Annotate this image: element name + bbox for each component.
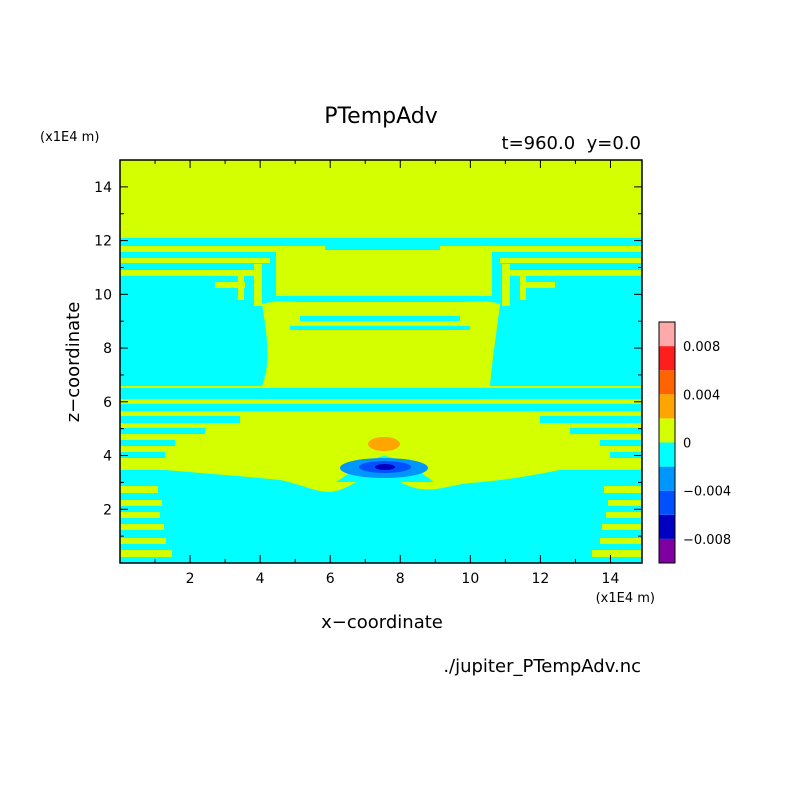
y-tick-label: 14 [94,180,112,196]
x-tick-label: 12 [531,571,549,587]
colorbar-tick-label: 0 [683,437,691,452]
x-axis-title: x−coordinate [321,612,443,633]
colorbar-tick-label: 0.008 [683,340,720,355]
contour-region [440,246,642,252]
contour-region [520,276,526,300]
colorbar-tick-label: −0.008 [683,533,731,548]
colorbar-tick-label: 0.004 [683,388,720,403]
y-tick-label: 12 [94,234,112,250]
contour-region [500,258,642,263]
contour-region [368,437,400,451]
source-filename: ./jupiter_PTempAdv.nc [443,656,641,677]
contour-region [120,486,158,493]
contour-region [540,416,642,423]
contour-region [276,250,492,296]
contour-region [120,258,270,263]
colorbar: 0.008 0.004 0 −0.004 −0.008 [658,321,731,564]
y-tick-label: 2 [103,502,112,518]
colorbar-swatch [659,346,675,371]
contour-region [300,316,460,321]
contour-region [602,524,642,530]
contour-region [610,452,642,458]
contour-region [238,276,244,300]
colorbar-frame [658,321,676,564]
colorbar-swatch [659,538,675,563]
contour-region [510,270,642,276]
contour-region [120,246,325,252]
y-tick-label: 10 [94,287,112,303]
contour-region [570,428,642,434]
x-tick-label: 4 [256,571,265,587]
contour-region [120,416,240,423]
y-tick-label: 8 [103,341,112,357]
contour-region [120,440,175,446]
x-tick-label: 6 [326,571,335,587]
x-tick-label: 14 [602,571,620,587]
y-tick-label: 4 [103,449,112,465]
contour-region [120,538,166,544]
y-tick-label: 6 [103,395,112,411]
x-tick-label: 10 [461,571,479,587]
chart-subtitle: t=960.0 y=0.0 [502,133,641,154]
colorbar-swatch [659,442,675,467]
contour-region [375,464,395,470]
x-tick-label: 2 [186,571,195,587]
contour-region [120,500,162,506]
contour-region [600,538,642,544]
colorbar-swatch [659,418,675,443]
colorbar-swatch [659,514,675,539]
y-axis-ticks: 2 4 6 8 10 12 14 [94,180,642,537]
contour-region [606,512,642,518]
plot-frame [119,159,643,564]
contour-region [120,428,205,434]
x-tick-label: 8 [396,571,405,587]
contour-region [120,404,642,411]
contour-region [120,452,165,458]
contour-region [502,264,510,306]
colorbar-swatch [659,370,675,395]
colorbar-tick-label: −0.004 [683,485,731,500]
contour-region [592,550,642,557]
chart-title: PTempAdv [324,104,438,129]
contour-region [120,470,642,563]
contour-region [608,500,642,506]
contour-region [120,388,642,399]
contour-region [215,282,245,288]
contour-field [120,160,642,563]
contour-region [120,550,172,557]
colorbar-swatch [659,394,675,419]
y-axis-title: z−coordinate [63,302,84,423]
contour-region [525,282,555,288]
contour-region [120,524,164,530]
colorbar-swatch [659,490,675,515]
y-unit-label: (x1E4 m) [40,130,99,145]
x-unit-label: (x1E4 m) [596,591,655,606]
contour-region [120,270,260,276]
contour-region [120,512,160,518]
contour-region [254,264,262,306]
contour-region [290,326,470,330]
contour-region [604,486,642,493]
contour-region [600,440,642,446]
x-axis-ticks: 2 4 6 8 10 12 14 [154,160,620,587]
colorbar-swatch [659,466,675,491]
contour-region [262,301,500,386]
colorbar-swatch [659,322,675,347]
